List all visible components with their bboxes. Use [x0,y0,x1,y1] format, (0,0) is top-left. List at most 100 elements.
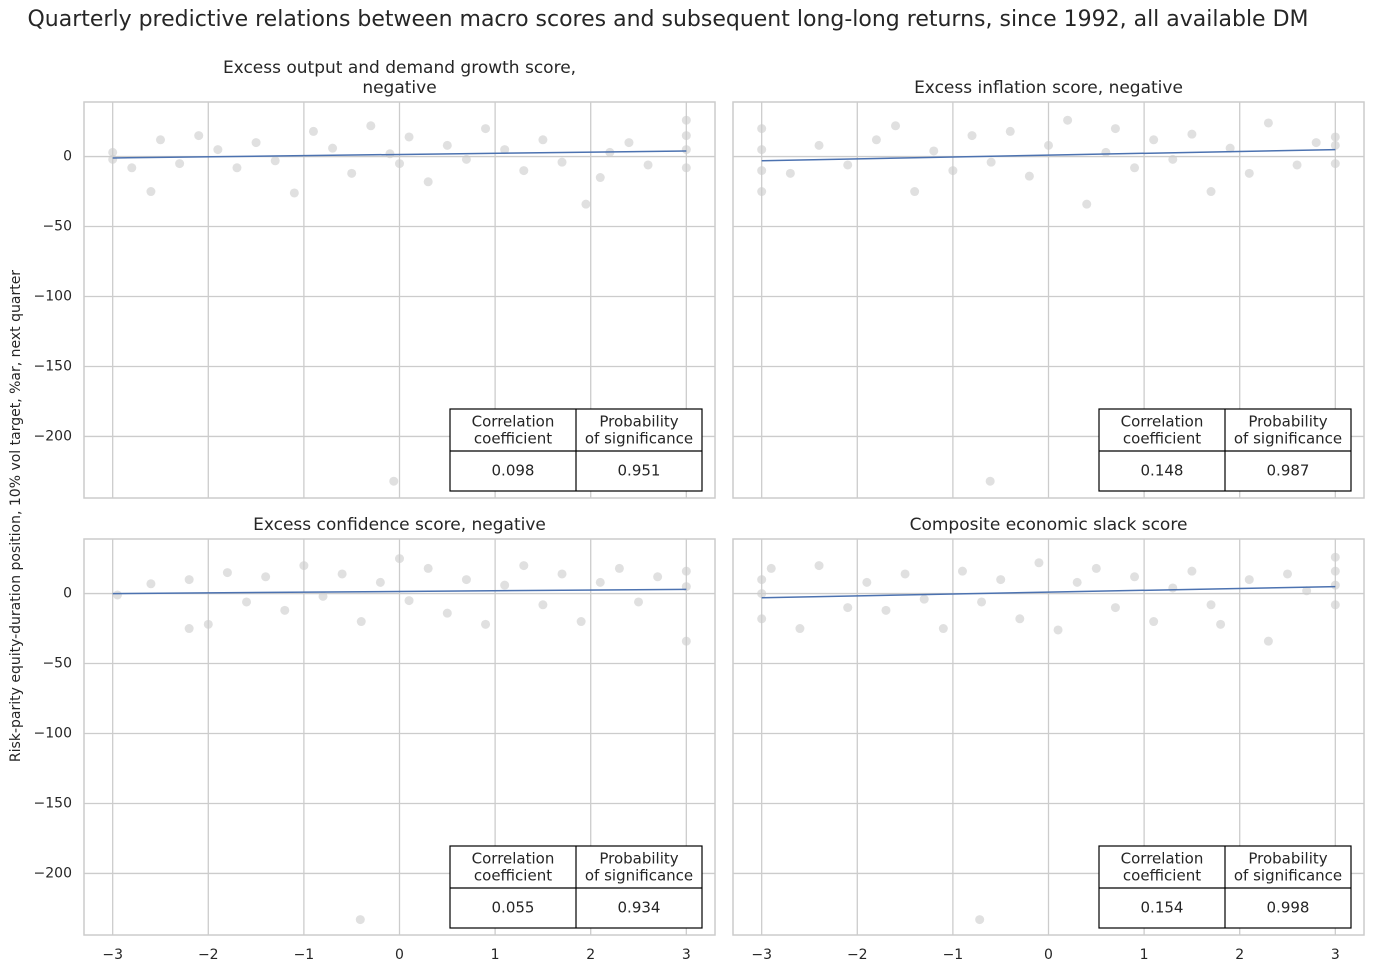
panel-title: Excess inflation score, negative [914,78,1183,98]
point [881,605,891,615]
point [757,575,767,585]
x-tick-label: 0 [395,947,404,963]
point [538,600,548,610]
point [481,124,491,134]
point [423,563,433,573]
point [1044,140,1053,150]
point [1187,129,1197,139]
table-cell: 0.951 [618,462,661,480]
point [757,145,767,155]
point [948,166,958,176]
point [1130,572,1140,582]
point [595,173,605,183]
point [843,160,853,170]
point [1053,625,1063,635]
x-tick-label: 1 [491,947,500,963]
point [1330,132,1340,142]
y-tick-label: −150 [34,358,72,374]
x-tick-label: −3 [751,947,772,963]
regression-line [112,588,687,595]
y-tick-label: −150 [34,795,72,811]
table-header: of significance [585,430,693,448]
point [1330,600,1340,610]
point [581,199,591,209]
point [251,138,261,148]
point [1024,171,1034,181]
plot-frame [83,101,716,499]
point [108,147,118,157]
point [957,566,967,576]
point [1110,124,1120,134]
point [395,159,404,169]
point [757,124,767,134]
point [757,166,767,176]
point [681,131,691,141]
table-header: coefficient [1123,867,1201,885]
point [1263,636,1273,646]
y-tick-label: −100 [34,726,72,742]
point [194,131,204,141]
point [977,597,987,607]
table-header: Correlation [1121,850,1204,868]
point [576,617,586,627]
x-tick-label: −2 [847,947,868,963]
point [1302,586,1312,596]
point [395,554,404,564]
y-tick-label: −200 [34,865,72,881]
point [843,603,853,613]
plot-frame [732,101,1365,499]
table-cell: 0.098 [492,462,535,480]
point [1082,199,1092,209]
point [375,577,385,587]
plot-frame [732,538,1365,936]
table-header: of significance [585,867,693,885]
point [347,168,357,178]
table-header: Correlation [1121,413,1204,431]
point [1330,566,1340,576]
x-tick-label: 3 [1331,947,1340,963]
point [1015,614,1025,624]
point [242,597,252,607]
point [461,575,471,585]
point [1187,566,1197,576]
y-tick-label: −50 [42,656,72,672]
point [643,160,653,170]
point [653,572,663,582]
point [1149,617,1159,627]
point [280,605,290,615]
table-header: Probability [1248,413,1327,431]
table-header: coefficient [1123,430,1201,448]
point [1091,563,1101,573]
point [681,115,691,125]
point [1110,603,1120,613]
point [1330,140,1340,150]
point [557,569,567,579]
point [1206,187,1216,197]
table-header: of significance [1234,430,1342,448]
point [337,569,347,579]
point [1292,160,1302,170]
regression-line [112,150,687,159]
point [155,135,165,145]
point [900,569,910,579]
x-tick-label: −1 [943,947,964,963]
point [862,577,872,587]
point [634,597,644,607]
regression-line [761,148,1336,162]
point [1168,154,1178,164]
table-cell: 0.148 [1141,462,1184,480]
point [1330,580,1340,590]
point [1206,600,1216,610]
point [184,624,194,634]
plot-frame [83,538,716,936]
point [146,579,156,589]
point [785,168,795,178]
point [757,589,767,599]
point [1168,583,1178,593]
point [681,145,691,155]
y-tick-label: −50 [42,219,72,235]
point [1130,163,1140,173]
point [404,596,414,606]
point [175,159,185,169]
point [127,163,137,173]
